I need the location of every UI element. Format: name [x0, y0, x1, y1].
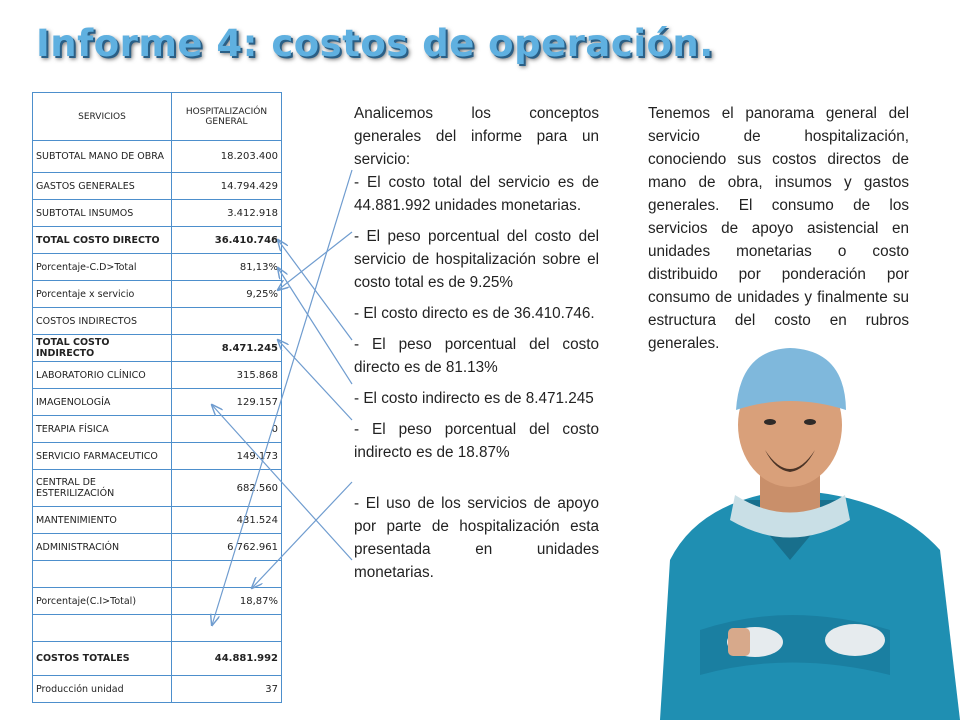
row-value: 44.881.992	[171, 641, 282, 676]
arrow-service-percent	[278, 231, 353, 290]
table-row: LABORATORIO CLÍNICO 315.868	[32, 361, 282, 389]
row-value	[171, 560, 282, 588]
table-row: SERVICIO FARMACEUTICO 149.173	[32, 442, 282, 470]
row-label: SUBTOTAL MANO DE OBRA	[32, 140, 172, 173]
table-row: COSTOS INDIRECTOS	[32, 307, 282, 335]
row-label: TOTAL COSTO DIRECTO	[32, 226, 172, 254]
analysis-point-indirect-percent: - El peso porcentual del costo indirecto…	[354, 421, 599, 461]
row-value: 37	[171, 675, 282, 703]
row-value: 8.471.245	[171, 334, 282, 362]
row-label: MANTENIMIENTO	[32, 506, 172, 534]
table-row: SUBTOTAL MANO DE OBRA 18.203.400	[32, 140, 282, 173]
row-label: ADMINISTRACIÓN	[32, 533, 172, 561]
arrow-direct-cost	[278, 240, 353, 341]
doctor-illustration	[660, 348, 960, 720]
row-label: SUBTOTAL INSUMOS	[32, 199, 172, 227]
row-value: 14.794.429	[171, 172, 282, 200]
table-header-row: SERVICIOS HOSPITALIZACIÓN GENERAL	[32, 92, 282, 141]
row-value: 18.203.400	[171, 140, 282, 173]
analysis-point-service-percent: - El peso porcentual del costo del servi…	[354, 228, 599, 291]
row-label: Producción unidad	[32, 675, 172, 703]
row-label: CENTRAL DE ESTERILIZACIÓN	[32, 469, 172, 507]
table-row: TOTAL COSTO INDIRECTO 8.471.245	[32, 334, 282, 362]
costs-table: SERVICIOS HOSPITALIZACIÓN GENERAL SUBTOT…	[32, 92, 282, 703]
row-value: 682.560	[171, 469, 282, 507]
analysis-intro: Analicemos los conceptos generales del i…	[354, 105, 599, 168]
row-label: COSTOS INDIRECTOS	[32, 307, 172, 335]
row-label	[32, 560, 172, 588]
row-value: 431.524	[171, 506, 282, 534]
table-row: MANTENIMIENTO 431.524	[32, 506, 282, 534]
table-row: Porcentaje(C.I>Total) 18,87%	[32, 587, 282, 615]
table-row: COSTOS TOTALES 44.881.992	[32, 641, 282, 676]
row-label: Porcentaje(C.I>Total)	[32, 587, 172, 615]
row-value: 18,87%	[171, 587, 282, 615]
table-row: ADMINISTRACIÓN 6.762.961	[32, 533, 282, 561]
summary-paragraph: Tenemos el panorama general del servicio…	[648, 105, 909, 352]
row-value	[171, 307, 282, 335]
row-label: GASTOS GENERALES	[32, 172, 172, 200]
table-row-empty	[32, 614, 282, 642]
analysis-point-direct-cost: - El costo directo es de 36.410.746.	[354, 305, 595, 322]
row-label: TOTAL COSTO INDIRECTO	[32, 334, 172, 362]
table-row: TOTAL COSTO DIRECTO 36.410.746	[32, 226, 282, 254]
row-label: COSTOS TOTALES	[32, 641, 172, 676]
table-row-empty	[32, 560, 282, 588]
table-row: SUBTOTAL INSUMOS 3.412.918	[32, 199, 282, 227]
table-row: Porcentaje x servicio 9,25%	[32, 280, 282, 308]
row-value: 9,25%	[171, 280, 282, 308]
row-value: 0	[171, 415, 282, 443]
table-row: Producción unidad 37	[32, 675, 282, 703]
summary-text-column: Tenemos el panorama general del servicio…	[648, 102, 909, 355]
row-value: 6.762.961	[171, 533, 282, 561]
row-label: IMAGENOLOGÍA	[32, 388, 172, 416]
row-value: 149.173	[171, 442, 282, 470]
table-row: GASTOS GENERALES 14.794.429	[32, 172, 282, 200]
row-label: SERVICIO FARMACEUTICO	[32, 442, 172, 470]
header-services: SERVICIOS	[32, 92, 172, 141]
analysis-text-column: Analicemos los conceptos generales del i…	[354, 102, 599, 584]
row-value: 129.157	[171, 388, 282, 416]
row-value: 315.868	[171, 361, 282, 389]
row-label	[32, 614, 172, 642]
row-value: 3.412.918	[171, 199, 282, 227]
arrow-indirect-cost	[278, 340, 353, 421]
row-value: 36.410.746	[171, 226, 282, 254]
table-row: IMAGENOLOGÍA 129.157	[32, 388, 282, 416]
row-label: LABORATORIO CLÍNICO	[32, 361, 172, 389]
arrow-direct-percent	[278, 268, 353, 385]
slide-title: Informe 4: costos de operación.	[36, 22, 714, 65]
analysis-point-indirect-cost: - El costo indirecto es de 8.471.245	[354, 390, 594, 407]
table-row: TERAPIA FÍSICA 0	[32, 415, 282, 443]
row-value: 81,13%	[171, 253, 282, 281]
table-row: CENTRAL DE ESTERILIZACIÓN 682.560	[32, 469, 282, 507]
analysis-point-direct-percent: - El peso porcentual del costo directo e…	[354, 336, 599, 376]
table-row: Porcentaje-C.D>Total 81,13%	[32, 253, 282, 281]
analysis-point-support-services: - El uso de los servicios de apoyo por p…	[354, 495, 599, 581]
analysis-point-total-cost: - El costo total del servicio es de 44.8…	[354, 174, 599, 214]
row-label: Porcentaje x servicio	[32, 280, 172, 308]
row-label: Porcentaje-C.D>Total	[32, 253, 172, 281]
row-value	[171, 614, 282, 642]
header-hospitalization: HOSPITALIZACIÓN GENERAL	[171, 92, 282, 141]
row-label: TERAPIA FÍSICA	[32, 415, 172, 443]
